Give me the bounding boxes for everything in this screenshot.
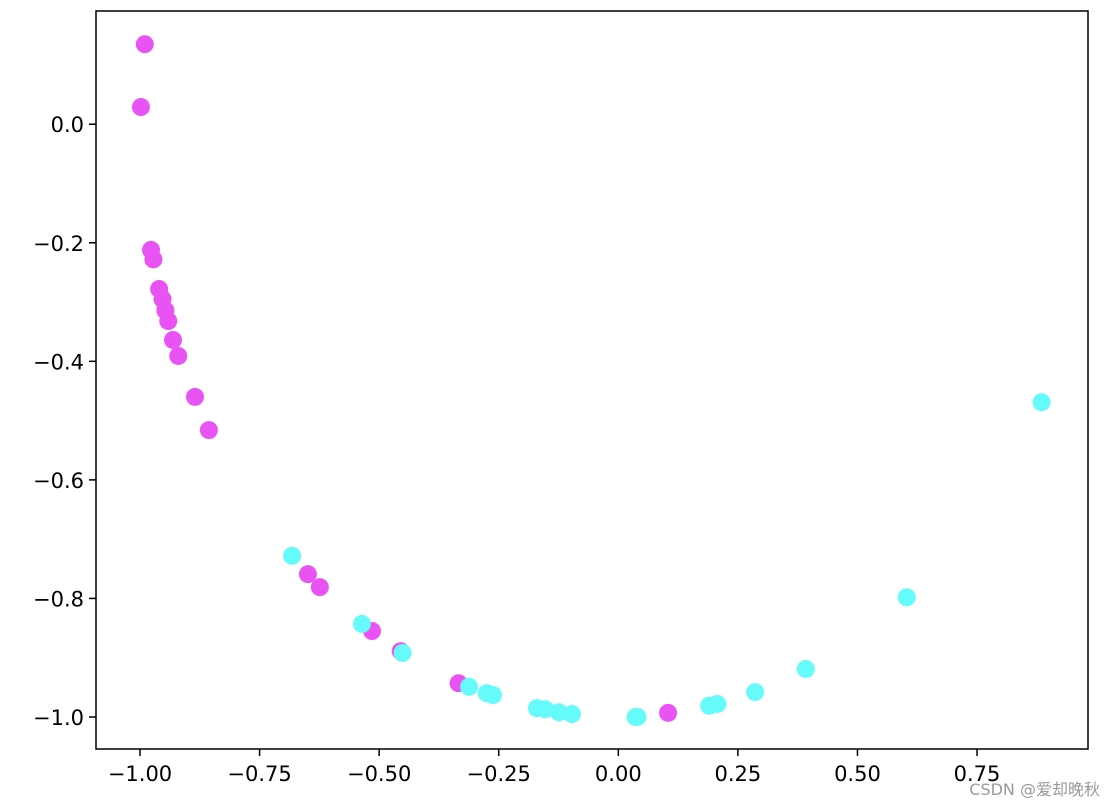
x-tick-label: −0.75: [227, 762, 291, 786]
point: [393, 643, 412, 662]
watermark: CSDN @爱却晚秋: [969, 780, 1100, 799]
point: [164, 330, 183, 349]
point: [131, 98, 150, 117]
y-tick-label: −1.0: [33, 706, 84, 730]
point: [562, 705, 581, 724]
x-tick-label: −0.25: [467, 762, 531, 786]
y-tick-label: −0.8: [33, 587, 84, 611]
point: [199, 421, 218, 440]
point: [796, 659, 815, 678]
point: [460, 677, 479, 696]
point: [746, 683, 765, 702]
point: [659, 703, 678, 722]
x-tick-label: 0.00: [595, 762, 642, 786]
point: [186, 387, 205, 406]
y-tick-label: −0.6: [33, 469, 84, 493]
point: [483, 686, 502, 705]
x-tick-label: −0.50: [347, 762, 411, 786]
point: [310, 578, 329, 597]
point: [298, 565, 317, 584]
point: [897, 588, 916, 607]
x-tick-label: −1.00: [108, 762, 172, 786]
point: [169, 346, 188, 365]
x-tick-label: 0.50: [834, 762, 881, 786]
y-tick-label: 0.0: [51, 113, 84, 137]
y-tick-label: −0.4: [33, 350, 84, 374]
point: [144, 250, 163, 269]
x-tick-label: 0.25: [714, 762, 761, 786]
plot-frame: [95, 10, 1089, 750]
point: [536, 700, 555, 719]
point: [352, 614, 371, 633]
point: [628, 707, 647, 726]
x-tick-label: 0.75: [954, 762, 1001, 786]
point: [283, 546, 302, 565]
y-tick-label: −0.2: [33, 232, 84, 256]
point: [708, 694, 727, 713]
point: [135, 35, 154, 54]
point: [1032, 393, 1051, 412]
point: [159, 312, 178, 331]
